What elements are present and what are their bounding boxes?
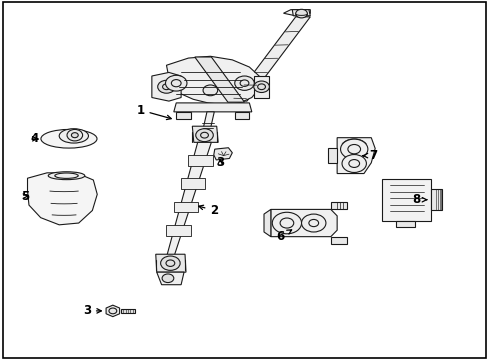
Polygon shape (336, 138, 374, 174)
Polygon shape (254, 76, 268, 98)
Circle shape (253, 81, 269, 93)
Polygon shape (156, 254, 185, 272)
Polygon shape (330, 202, 346, 210)
Polygon shape (330, 237, 346, 244)
Text: 4: 4 (30, 132, 39, 145)
Polygon shape (328, 148, 336, 163)
Polygon shape (173, 202, 198, 212)
Polygon shape (166, 225, 190, 235)
Circle shape (341, 154, 366, 172)
Polygon shape (192, 126, 218, 142)
Polygon shape (166, 56, 259, 105)
Polygon shape (283, 10, 310, 17)
Polygon shape (166, 142, 211, 257)
Polygon shape (152, 72, 181, 101)
Text: 1: 1 (136, 104, 171, 120)
Polygon shape (270, 210, 336, 237)
Polygon shape (234, 112, 249, 119)
Polygon shape (27, 173, 97, 225)
Circle shape (71, 133, 78, 138)
Text: 5: 5 (20, 190, 29, 203)
Polygon shape (173, 103, 251, 112)
Polygon shape (194, 57, 244, 102)
Polygon shape (430, 189, 441, 211)
Polygon shape (181, 178, 205, 189)
Ellipse shape (59, 129, 88, 143)
Polygon shape (176, 112, 190, 119)
Text: 6: 6 (276, 230, 291, 243)
Polygon shape (157, 272, 183, 285)
Polygon shape (202, 112, 214, 134)
Circle shape (67, 130, 82, 141)
Text: 8: 8 (412, 193, 426, 206)
Circle shape (160, 256, 180, 270)
Polygon shape (381, 179, 430, 221)
Polygon shape (121, 309, 135, 313)
Polygon shape (292, 10, 310, 16)
Circle shape (272, 212, 301, 234)
Text: 7: 7 (362, 149, 376, 162)
Polygon shape (213, 148, 232, 160)
Circle shape (162, 274, 173, 283)
Circle shape (158, 80, 175, 93)
Polygon shape (395, 221, 414, 226)
Text: 3: 3 (82, 305, 101, 318)
Polygon shape (188, 155, 212, 166)
Ellipse shape (41, 130, 97, 148)
Circle shape (165, 75, 186, 91)
Ellipse shape (48, 172, 84, 180)
Polygon shape (232, 17, 310, 101)
Circle shape (340, 139, 367, 159)
Text: 2: 2 (199, 204, 218, 217)
Polygon shape (106, 305, 120, 317)
Circle shape (203, 85, 217, 96)
Circle shape (234, 76, 254, 90)
Text: 3: 3 (216, 156, 224, 169)
Circle shape (301, 214, 325, 232)
Circle shape (195, 129, 213, 141)
Polygon shape (264, 210, 270, 237)
Circle shape (295, 9, 307, 18)
